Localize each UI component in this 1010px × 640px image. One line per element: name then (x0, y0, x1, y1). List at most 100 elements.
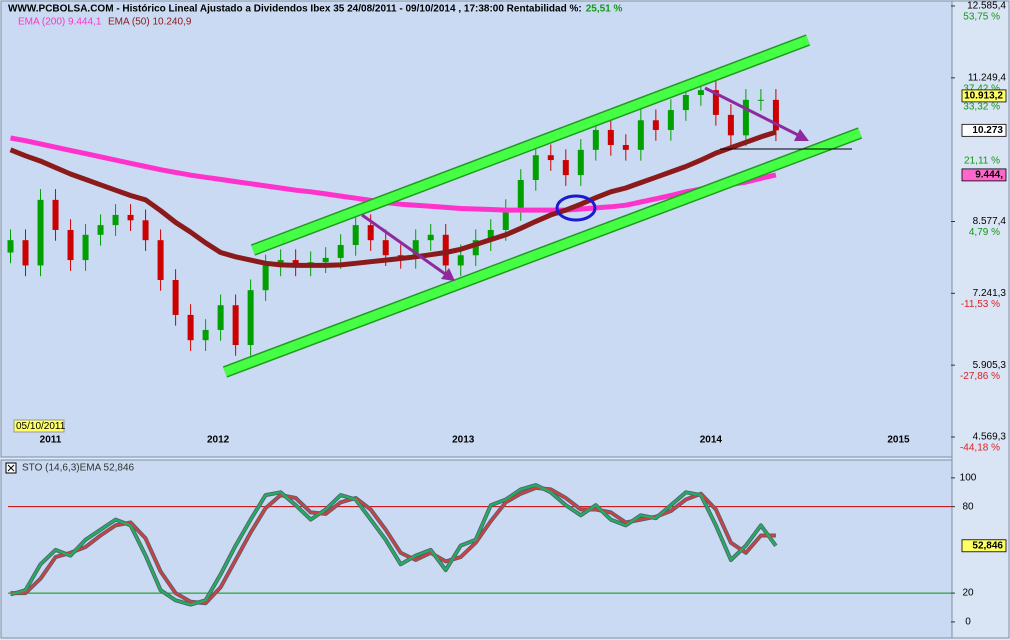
y-tick-label: 5.905,3 (973, 360, 1007, 371)
y-tick-label: 12.585,4 (967, 1, 1006, 12)
candle-body (412, 240, 419, 258)
candle-body (82, 234, 89, 261)
candle-body (142, 220, 149, 241)
x-tick-label: 2011 (40, 435, 62, 446)
candle-body (172, 279, 179, 315)
candle-body (112, 214, 119, 226)
highlight-circle (555, 194, 597, 222)
candle-body (202, 329, 209, 341)
legend-label: EMA (200) 9.444,1 (18, 17, 102, 28)
value-box (961, 539, 1007, 553)
candle-body (352, 225, 359, 246)
series-line (10, 484, 777, 606)
x-tick-label: 2015 (887, 435, 910, 446)
value-box (961, 89, 1007, 103)
main-panel (0, 0, 953, 458)
candle-body (502, 210, 509, 230)
series-line (9, 129, 777, 268)
candle-body (187, 314, 194, 341)
candle-body (772, 99, 779, 131)
candle-body (697, 90, 704, 96)
panel-icon-x (7, 464, 15, 472)
y2-tick-label: 33,32 % (963, 102, 1000, 113)
chart-title: WWW.PCBOLSA.COM - Histórico Lineal Ajust… (8, 4, 582, 15)
candle-body (67, 229, 74, 261)
value-box-label: 9.444, (975, 170, 1003, 181)
candle-body (22, 240, 29, 266)
candle-body (547, 155, 554, 161)
candle-body (712, 90, 719, 115)
panel-title: STO (14,6,3)EMA 52,846 (22, 463, 135, 474)
candle-body (742, 99, 749, 136)
candle-body (577, 149, 584, 176)
date-box (13, 419, 65, 433)
candle-body (757, 99, 764, 101)
y2-tick-label: -11,53 % (961, 299, 1000, 310)
y-tick-label: 80 (962, 501, 974, 512)
candle-body (247, 290, 254, 346)
series-line (10, 486, 776, 605)
y-tick-label: 0 (965, 617, 971, 628)
y2-tick-label: 21,11 % (964, 155, 1000, 166)
value-box-label: 10.273 (972, 125, 1003, 136)
candle-body (37, 199, 44, 266)
candle-body (532, 155, 539, 180)
y2-tick-label: -27,86 % (960, 371, 1000, 382)
candle-body (157, 240, 164, 280)
date-label: 05/10/2011 (16, 421, 66, 432)
candle-body (367, 225, 374, 241)
candle-body (457, 255, 464, 266)
x-tick-label: 2014 (700, 435, 723, 446)
y-tick-label: 20 (962, 588, 974, 599)
candle-body (7, 240, 14, 253)
candle-body (667, 110, 674, 130)
candle-body (292, 260, 299, 266)
annotations (5, 34, 863, 474)
arrow (704, 86, 801, 138)
candle-body (592, 129, 599, 150)
channel-lower (223, 128, 862, 377)
value-box-label: 52,846 (972, 540, 1003, 551)
candle-body (427, 234, 434, 241)
candle-body (52, 199, 59, 230)
candle-body (127, 214, 134, 221)
y2-tick-label: 53,75 % (963, 12, 1000, 23)
right-axis (951, 0, 1010, 639)
y2-tick-label: -44,18 % (960, 443, 1000, 454)
candle-body (97, 225, 104, 235)
y-tick-label: 100 (960, 472, 977, 483)
y-tick-label: 7.241,3 (973, 288, 1007, 299)
candle-body (337, 245, 344, 258)
value-box (961, 168, 1007, 182)
candle-body (727, 114, 734, 136)
y-tick-label: 11.249,4 (968, 72, 1007, 83)
y2-tick-label: 4,79 % (969, 227, 1000, 238)
candle-body (622, 145, 629, 150)
candle-body (637, 120, 644, 150)
candle-body (607, 129, 614, 146)
candle-body (517, 179, 524, 211)
legend-label: EMA (50) 10.240,9 (108, 17, 192, 28)
arrow-head (441, 268, 455, 281)
candle-body (682, 95, 689, 111)
candle-body (562, 160, 569, 176)
candle-body (217, 305, 224, 330)
candle-body (472, 240, 479, 256)
arrow (361, 213, 449, 278)
candle-body (322, 257, 329, 263)
channel-upper (251, 35, 810, 255)
candle-body (652, 120, 659, 130)
y-tick-label: 8.577,4 (973, 216, 1007, 227)
candle-body (382, 240, 389, 256)
y-tick-label: 4.569,3 (973, 432, 1007, 443)
arrow-head (794, 129, 809, 141)
plot-layer (7, 79, 951, 607)
candle-body (262, 265, 269, 291)
value-box-label: 10.913,2 (964, 91, 1003, 102)
candle-body (487, 229, 494, 241)
oscillator-panel (0, 459, 953, 639)
return-label: 25,51 % (586, 4, 623, 15)
value-box (961, 123, 1007, 137)
